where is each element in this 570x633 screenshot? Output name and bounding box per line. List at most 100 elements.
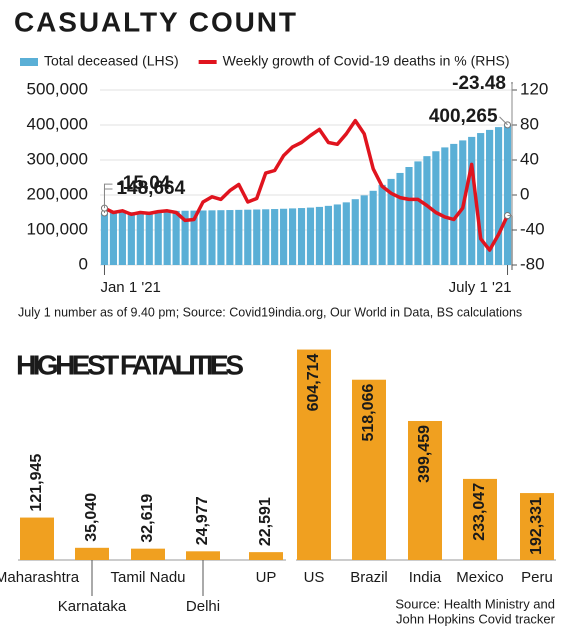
bar [172,210,180,265]
x-tick-label: India [409,569,442,586]
legend-label: Total deceased (LHS) [44,53,179,69]
x-tick-label: July 1 '21 [449,279,512,296]
bar [75,547,109,560]
bar [463,478,497,560]
section-title: HIGHEST FATALITIES [16,349,244,380]
legend-label: Weekly growth of Covid-19 deaths in % (R… [223,53,510,69]
x-tick-label: Jan 1 '21 [100,279,160,296]
bar [20,517,54,560]
bar [432,151,440,265]
note: July 1 number as of 9.40 pm; Source: Cov… [18,305,522,319]
y-tick-label: 200,000 [27,184,88,203]
data-label: -15.04 [116,173,170,194]
source: Source: Health Ministry and [395,596,555,611]
bar [423,156,431,265]
bar [181,210,189,265]
bar [315,206,324,265]
bar [127,212,135,265]
bar [100,212,109,265]
x-tick-label: Tamil Nadu [110,569,185,586]
bar [235,209,243,265]
bar [109,212,118,265]
bar [297,349,331,560]
bar [360,195,368,265]
data-label: 32,619 [139,494,156,543]
bar [396,172,404,265]
bar [450,143,458,265]
bar [190,210,198,265]
bar [324,205,332,265]
data-label: 35,040 [83,493,100,542]
y2-tick-label: 80 [520,114,539,133]
x-tick-label: Peru [521,569,553,586]
data-label: 233,047 [471,483,488,541]
bar [244,209,252,265]
y-tick-label: 300,000 [27,149,88,168]
bar [408,420,442,560]
y-tick-label: 400,000 [27,114,88,133]
x-tick-label: US [304,569,325,586]
x-tick-label: Karnataka [58,598,127,615]
x-tick-label: Brazil [350,569,388,586]
bar [217,210,225,265]
bar [145,211,153,265]
bar [306,207,315,265]
y2-tick-label: -40 [520,219,545,238]
bar [136,211,144,265]
data-label: 518,066 [360,384,377,442]
bar [503,124,512,265]
data-label: 121,945 [28,454,45,512]
data-label: -23.48 [452,73,506,94]
y-tick-label: 500,000 [27,79,88,98]
bar [352,379,386,560]
bar [387,178,395,265]
x-tick-label: Mexico [456,569,504,586]
leader-line [507,84,513,217]
bar [118,212,126,265]
bar [342,202,350,265]
data-label: 192,331 [528,497,545,555]
leader-line [499,116,508,126]
bar [494,127,503,265]
legend-swatch [20,58,38,66]
bar [405,167,413,265]
bar [333,204,341,265]
bar [208,210,216,265]
bar [288,208,297,265]
bar [131,548,165,560]
y-tick-label: 100,000 [27,219,88,238]
x-tick-label: Maharashtra [0,569,80,586]
y-tick-label: 0 [79,254,88,273]
y2-tick-label: 40 [520,149,539,168]
bar [486,129,494,265]
bar [297,208,306,265]
bar [378,184,386,265]
bar [369,190,377,265]
bar [249,552,283,560]
bar [468,136,476,265]
bar [262,209,270,265]
data-label: 22,591 [257,497,274,546]
line [103,118,510,252]
bar [226,210,234,265]
bar [186,551,220,560]
y2-tick-label: -80 [520,254,545,273]
y2-tick-label: 0 [520,184,529,203]
data-label: 148,664 [116,178,185,199]
bar [414,161,422,265]
data-label: 604,714 [305,353,322,411]
x-tick-label: UP [256,569,277,586]
bar [280,208,288,265]
data-label: 399,459 [416,425,433,483]
bar [441,147,449,265]
bar [520,493,554,560]
data-label: 400,265 [429,106,498,127]
leader-line [103,183,113,209]
source: John Hopkins Covid tracker [396,611,556,626]
bar [199,210,207,265]
bar [477,133,485,265]
y2-tick-label: 120 [520,79,548,98]
x-tick-label: Delhi [186,598,220,615]
bar [163,211,171,265]
